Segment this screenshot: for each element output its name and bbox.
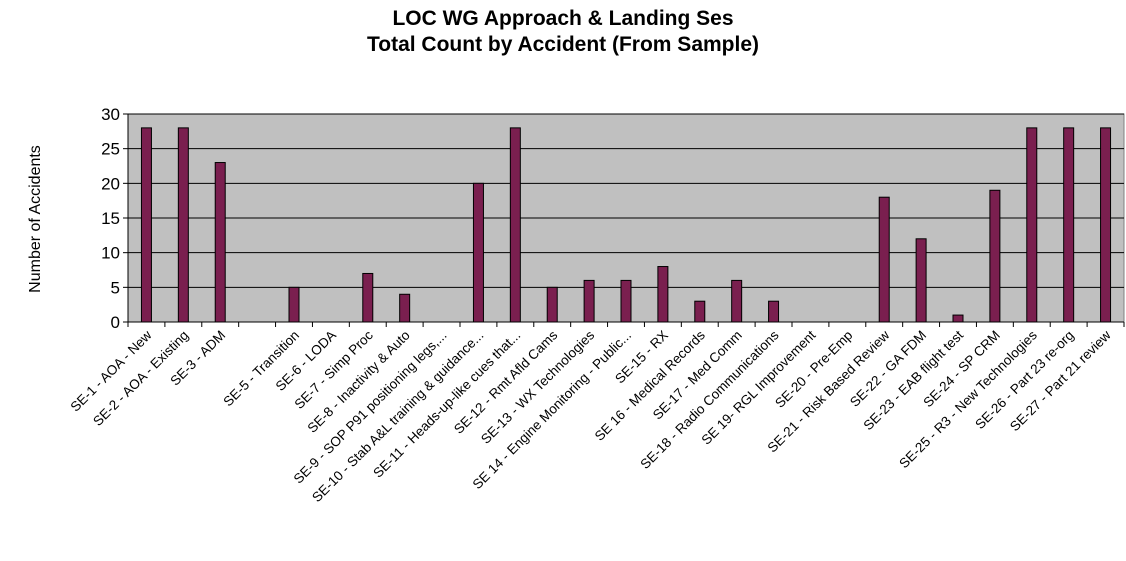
bar bbox=[768, 300, 780, 323]
bar bbox=[694, 300, 706, 323]
y-tick-label: 30 bbox=[101, 105, 120, 124]
chart-title: LOC WG Approach & Landing Ses Total Coun… bbox=[0, 6, 1126, 58]
bar bbox=[952, 314, 964, 323]
bar bbox=[657, 266, 669, 323]
bar bbox=[915, 238, 927, 323]
y-tick-label: 15 bbox=[101, 209, 120, 228]
bar bbox=[731, 279, 743, 323]
bar bbox=[1063, 127, 1075, 323]
bar bbox=[288, 286, 300, 323]
y-tick-label: 0 bbox=[111, 313, 120, 332]
bar bbox=[1026, 127, 1038, 323]
y-tick-label: 20 bbox=[101, 174, 120, 193]
chart-title-line-2: Total Count by Accident (From Sample) bbox=[366, 33, 760, 56]
y-axis-label: Number of Accidents bbox=[27, 145, 44, 293]
y-tick-label: 5 bbox=[111, 278, 120, 297]
bar bbox=[399, 293, 411, 323]
y-tick-label: 10 bbox=[101, 244, 120, 263]
bar bbox=[214, 162, 226, 323]
bar bbox=[362, 272, 374, 323]
bar bbox=[140, 127, 152, 323]
bar bbox=[177, 127, 189, 323]
bar bbox=[1100, 127, 1112, 323]
bar bbox=[472, 182, 484, 323]
bar bbox=[989, 189, 1001, 323]
bar bbox=[546, 286, 558, 323]
y-tick-label: 25 bbox=[101, 140, 120, 159]
bar bbox=[509, 127, 521, 323]
bar bbox=[878, 196, 890, 323]
chart-title-line-1: LOC WG Approach & Landing Ses bbox=[392, 7, 734, 30]
bar bbox=[583, 279, 595, 323]
bar bbox=[620, 279, 632, 323]
